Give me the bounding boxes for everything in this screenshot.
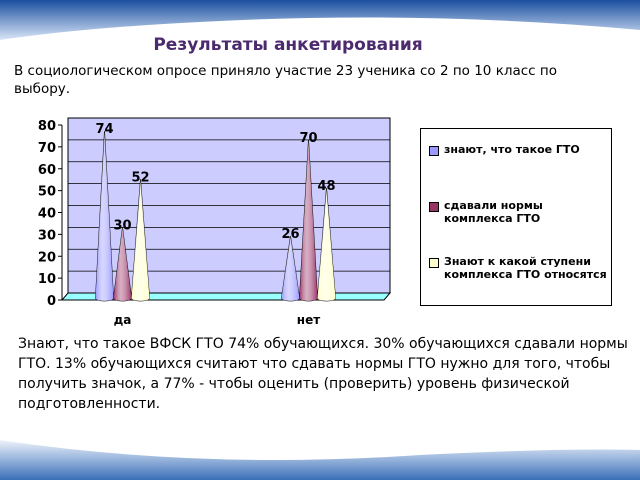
y-tick-label: 20	[38, 250, 56, 265]
data-label: 74	[95, 122, 113, 137]
y-tick-label: 60	[38, 163, 56, 178]
data-label: 70	[299, 131, 317, 146]
y-tick-label: 50	[38, 185, 56, 200]
x-tick-label: да	[114, 313, 132, 327]
legend-label: сдавали нормы комплекса ГТО	[444, 199, 543, 225]
legend-entry: сдавали нормы комплекса ГТО	[429, 199, 609, 225]
legend-swatch	[429, 146, 439, 156]
cone-shine	[281, 236, 300, 301]
conclusion-text: Знают, что такое ВФСК ГТО 74% обучающихс…	[18, 336, 628, 412]
legend-entry: знают, что такое ГТО	[429, 143, 609, 156]
legend-swatch	[429, 258, 439, 268]
slide-title: Результаты анкетирования	[153, 35, 422, 55]
y-tick-label: 70	[38, 141, 56, 156]
x-tick-label: нет	[297, 313, 320, 327]
data-label: 48	[317, 179, 335, 194]
legend: знают, что такое ГТО сдавали нормы компле…	[420, 128, 612, 306]
data-label: 52	[131, 170, 149, 185]
data-label: 30	[113, 218, 131, 233]
y-tick-label: 10	[38, 272, 56, 287]
cone-shine	[95, 131, 114, 301]
data-label: 26	[281, 227, 299, 242]
y-tick-label: 40	[38, 207, 56, 222]
legend-label: Знают к какой ступени комплекса ГТО отно…	[444, 255, 607, 281]
cone-shine	[317, 188, 336, 301]
cone-shine	[299, 139, 318, 301]
cone-shine	[113, 227, 132, 301]
legend-entry: Знают к какой ступени комплекса ГТО отно…	[429, 255, 609, 281]
y-tick-label: 0	[47, 294, 56, 309]
y-tick-label: 30	[38, 228, 56, 243]
bottom-decoration	[0, 440, 640, 480]
intro-text: В социологическом опросе приняло участие…	[14, 63, 557, 97]
y-tick-label: 80	[38, 119, 56, 134]
top-decoration	[0, 0, 640, 40]
legend-swatch	[429, 202, 439, 212]
legend-label: знают, что такое ГТО	[444, 143, 580, 156]
cone-shine	[131, 179, 150, 301]
